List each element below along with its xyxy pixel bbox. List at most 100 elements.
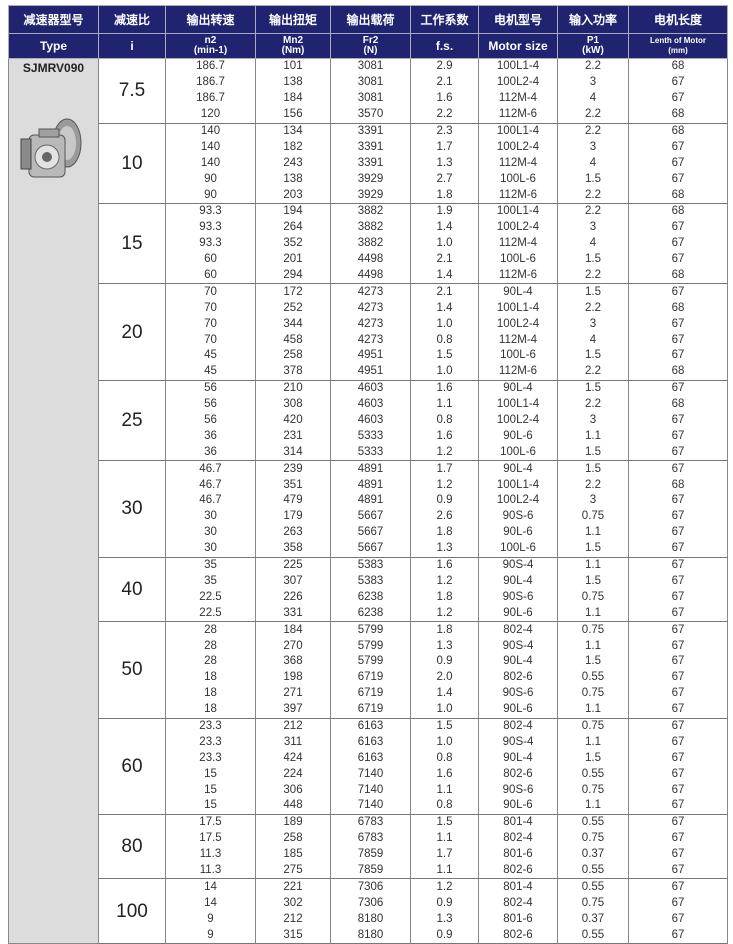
output-load-cell: 6163 bbox=[330, 734, 411, 751]
output-load-cell: 3391 bbox=[330, 123, 411, 140]
motor-size-cell: 100L-6 bbox=[478, 444, 558, 462]
motor-size-cell: 100L2-4 bbox=[478, 493, 558, 509]
motor-length-cell: 68 bbox=[628, 363, 728, 381]
motor-length-cell: 67 bbox=[628, 653, 728, 670]
input-power-cell: 2.2 bbox=[557, 396, 629, 413]
output-speed-cell: 140 bbox=[165, 139, 256, 156]
type-label: SJMRV090 bbox=[22, 61, 85, 75]
output-speed-cell: 93.3 bbox=[165, 219, 256, 236]
output-torque-cell: 314 bbox=[255, 444, 331, 462]
output-load-cell: 4498 bbox=[330, 251, 411, 268]
output-load-cell: 5799 bbox=[330, 653, 411, 670]
table-row: 60 294 4498 1.4 112M-6 2.2 68 bbox=[9, 267, 728, 285]
service-factor-cell: 1.2 bbox=[410, 444, 479, 462]
motor-size-cell: 100L-6 bbox=[478, 540, 558, 558]
table-row: 18 397 6719 1.0 90L-6 1.1 67 bbox=[9, 701, 728, 719]
output-speed-cell: 35 bbox=[165, 573, 256, 590]
motor-length-cell: 67 bbox=[628, 235, 728, 252]
output-speed-cell: 140 bbox=[165, 123, 256, 140]
motor-size-cell: 112M-4 bbox=[478, 90, 558, 107]
output-load-cell: 3929 bbox=[330, 171, 411, 188]
input-power-cell: 2.2 bbox=[557, 106, 629, 124]
output-speed-cell: 17.5 bbox=[165, 814, 256, 831]
motor-length-cell: 67 bbox=[628, 734, 728, 751]
motor-size-cell: 90L-6 bbox=[478, 797, 558, 815]
table-row: 15 93.3 194 3882 1.9 100L1-4 2.2 68 bbox=[9, 203, 728, 285]
output-torque-cell: 231 bbox=[255, 428, 331, 445]
input-power-cell: 1.1 bbox=[557, 557, 629, 574]
motor-size-cell: 100L1-4 bbox=[478, 396, 558, 413]
input-power-cell: 1.1 bbox=[557, 701, 629, 719]
output-load-cell: 4951 bbox=[330, 363, 411, 381]
motor-size-cell: 90L-4 bbox=[478, 653, 558, 670]
header-en-type: Type bbox=[8, 33, 99, 59]
header-cn-ratio: 减速比 bbox=[98, 5, 166, 34]
table-row: 10 140 134 3391 2.3 100L1-4 2.2 68 bbox=[9, 123, 728, 205]
input-power-cell: 0.37 bbox=[557, 911, 629, 928]
service-factor-cell: 0.9 bbox=[410, 493, 479, 509]
header-cn-service-factor: 工作系数 bbox=[410, 5, 479, 34]
motor-length-cell: 68 bbox=[628, 477, 728, 494]
output-speed-cell: 90 bbox=[165, 171, 256, 188]
service-factor-cell: 0.9 bbox=[410, 927, 479, 944]
input-power-cell: 2.2 bbox=[557, 300, 629, 317]
output-torque-cell: 185 bbox=[255, 846, 331, 863]
input-power-cell: 2.2 bbox=[557, 267, 629, 285]
input-power-cell: 0.55 bbox=[557, 669, 629, 686]
gearbox-image bbox=[20, 118, 82, 178]
motor-length-cell: 67 bbox=[628, 895, 728, 912]
output-torque-cell: 258 bbox=[255, 830, 331, 847]
header-cn-output-load: 输出载荷 bbox=[330, 5, 411, 34]
output-torque-cell: 101 bbox=[255, 58, 331, 75]
output-speed-cell: 186.7 bbox=[165, 74, 256, 91]
output-load-cell: 6783 bbox=[330, 830, 411, 847]
motor-length-cell: 67 bbox=[628, 380, 728, 397]
table-row: 30 358 5667 1.3 100L-6 1.5 67 bbox=[9, 540, 728, 558]
motor-length-cell: 67 bbox=[628, 701, 728, 719]
motor-size-cell: 90S-4 bbox=[478, 734, 558, 751]
input-power-cell: 1.5 bbox=[557, 283, 629, 301]
output-torque-cell: 458 bbox=[255, 332, 331, 349]
motor-length-cell: 68 bbox=[628, 187, 728, 205]
header-label: Type bbox=[39, 39, 68, 53]
service-factor-cell: 0.9 bbox=[410, 653, 479, 670]
motor-size-cell: 100L1-4 bbox=[478, 58, 558, 75]
motor-size-cell: 100L1-4 bbox=[478, 123, 558, 140]
output-load-cell: 5799 bbox=[330, 621, 411, 639]
service-factor-cell: 1.1 bbox=[410, 396, 479, 413]
input-power-cell: 0.75 bbox=[557, 589, 629, 606]
service-factor-cell: 1.9 bbox=[410, 203, 479, 220]
output-speed-cell: 11.3 bbox=[165, 846, 256, 863]
output-torque-cell: 271 bbox=[255, 685, 331, 702]
motor-size-cell: 802-4 bbox=[478, 830, 558, 847]
output-load-cell: 6238 bbox=[330, 589, 411, 606]
output-torque-cell: 351 bbox=[255, 477, 331, 494]
service-factor-cell: 1.0 bbox=[410, 363, 479, 381]
ratio-cell: 100 bbox=[98, 878, 166, 944]
motor-length-cell: 67 bbox=[628, 766, 728, 783]
output-torque-cell: 212 bbox=[255, 911, 331, 928]
input-power-cell: 0.37 bbox=[557, 846, 629, 863]
header-cn-output-torque: 输出扭矩 bbox=[255, 5, 331, 34]
table-row: 46.7 351 4891 1.2 100L1-4 2.2 68 bbox=[9, 477, 728, 494]
motor-length-cell: 67 bbox=[628, 638, 728, 654]
service-factor-cell: 1.8 bbox=[410, 187, 479, 205]
output-load-cell: 5799 bbox=[330, 638, 411, 654]
table-row: 93.3 352 3882 1.0 112M-4 4 67 bbox=[9, 235, 728, 252]
service-factor-cell: 1.0 bbox=[410, 235, 479, 252]
motor-size-cell: 802-4 bbox=[478, 621, 558, 639]
table-row: 14 302 7306 0.9 802-4 0.75 67 bbox=[9, 895, 728, 912]
input-power-cell: 0.75 bbox=[557, 685, 629, 702]
input-power-cell: 1.5 bbox=[557, 348, 629, 364]
input-power-cell: 2.2 bbox=[557, 58, 629, 75]
input-power-cell: 1.5 bbox=[557, 444, 629, 462]
header-en-output-load: Fr2 (N) bbox=[330, 33, 411, 59]
output-torque-cell: 221 bbox=[255, 878, 331, 896]
header-unit: (min-1) bbox=[193, 45, 228, 56]
motor-size-cell: 802-6 bbox=[478, 669, 558, 686]
output-load-cell: 6719 bbox=[330, 701, 411, 719]
motor-length-cell: 68 bbox=[628, 396, 728, 413]
input-power-cell: 1.1 bbox=[557, 638, 629, 654]
output-load-cell: 3929 bbox=[330, 187, 411, 205]
output-load-cell: 7306 bbox=[330, 878, 411, 896]
